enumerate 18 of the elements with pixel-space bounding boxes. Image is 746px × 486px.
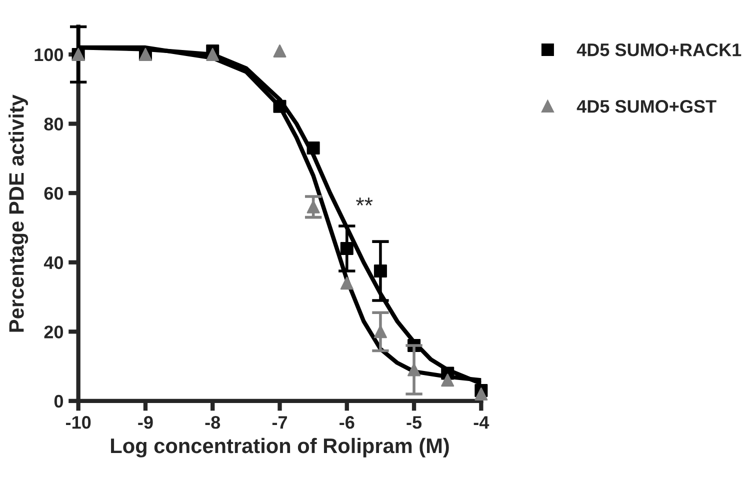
y-tick-label: 20 (44, 326, 64, 338)
y-axis-title: Percentage PDE activity (8, 94, 28, 332)
x-tick-label: -6 (340, 416, 354, 429)
y-tick-label: 80 (44, 118, 64, 130)
x-tick-label: -4 (474, 416, 490, 429)
x-tick-label: -10 (66, 416, 91, 429)
y-tick-label: 0 (54, 394, 64, 408)
y-tick-label: 40 (44, 256, 64, 270)
x-axis-title: Log concentration of Rolipram (M) (111, 438, 449, 458)
x-tick-label: -5 (406, 416, 422, 429)
y-tick-label: 60 (44, 186, 64, 200)
legend-label: 4D5 SUMO+RACK1 (576, 43, 742, 56)
x-tick-label: -9 (138, 416, 153, 429)
legend-label: 4D5 SUMO+GST (576, 100, 716, 113)
y-tick-label: 100 (34, 48, 64, 62)
x-tick-label: -8 (205, 416, 220, 429)
x-tick-label: -7 (272, 416, 287, 429)
annotation: ** (356, 198, 373, 206)
